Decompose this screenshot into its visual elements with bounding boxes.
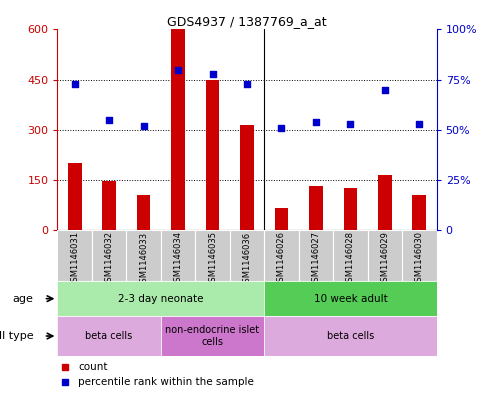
- Text: GSM1146032: GSM1146032: [105, 231, 114, 287]
- Point: [209, 70, 217, 77]
- Bar: [264, 230, 299, 281]
- Text: cell type: cell type: [0, 331, 33, 341]
- Text: GSM1146029: GSM1146029: [380, 231, 389, 287]
- Bar: [299, 230, 333, 281]
- Text: GSM1146033: GSM1146033: [139, 231, 148, 288]
- Text: GSM1146028: GSM1146028: [346, 231, 355, 287]
- Bar: [171, 29, 185, 230]
- Point: [140, 123, 148, 129]
- Bar: [126, 230, 161, 281]
- Point: [312, 119, 320, 125]
- Bar: [333, 230, 368, 281]
- Point: [174, 66, 182, 73]
- Bar: [206, 79, 220, 230]
- Text: GSM1146035: GSM1146035: [208, 231, 217, 287]
- Text: GSM1146027: GSM1146027: [311, 231, 320, 287]
- Bar: [402, 230, 437, 281]
- Point: [243, 81, 251, 87]
- Text: GSM1146034: GSM1146034: [174, 231, 183, 287]
- Bar: [274, 208, 288, 230]
- Bar: [161, 316, 264, 356]
- Bar: [240, 125, 254, 230]
- Text: beta cells: beta cells: [327, 331, 374, 341]
- Bar: [309, 186, 323, 230]
- Bar: [161, 230, 195, 281]
- Bar: [368, 230, 402, 281]
- Point: [277, 125, 285, 131]
- Bar: [68, 163, 81, 230]
- Text: non-endocrine islet
cells: non-endocrine islet cells: [166, 325, 259, 347]
- Bar: [57, 316, 161, 356]
- Text: age: age: [12, 294, 33, 304]
- Point: [381, 86, 389, 93]
- Point: [105, 116, 113, 123]
- Bar: [343, 188, 357, 230]
- Text: beta cells: beta cells: [85, 331, 133, 341]
- Bar: [195, 230, 230, 281]
- Text: count: count: [78, 362, 108, 372]
- Text: 10 week adult: 10 week adult: [313, 294, 387, 304]
- Bar: [92, 230, 126, 281]
- Bar: [413, 195, 426, 230]
- Bar: [378, 175, 392, 230]
- Text: percentile rank within the sample: percentile rank within the sample: [78, 377, 254, 387]
- Text: GSM1146031: GSM1146031: [70, 231, 79, 287]
- Point: [346, 121, 354, 127]
- Point: [71, 81, 79, 87]
- Text: GSM1146036: GSM1146036: [243, 231, 251, 288]
- Bar: [264, 281, 437, 316]
- Bar: [57, 281, 264, 316]
- Text: 2-3 day neonate: 2-3 day neonate: [118, 294, 204, 304]
- Text: GSM1146030: GSM1146030: [415, 231, 424, 287]
- Title: GDS4937 / 1387769_a_at: GDS4937 / 1387769_a_at: [167, 15, 327, 28]
- Bar: [264, 316, 437, 356]
- Bar: [57, 230, 92, 281]
- Text: GSM1146026: GSM1146026: [277, 231, 286, 287]
- Bar: [230, 230, 264, 281]
- Bar: [102, 182, 116, 230]
- Bar: [137, 195, 151, 230]
- Point: [415, 121, 423, 127]
